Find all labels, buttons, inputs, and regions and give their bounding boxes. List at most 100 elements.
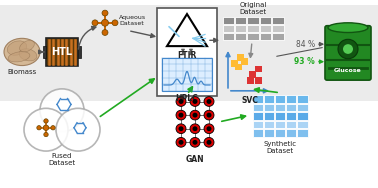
Circle shape — [56, 108, 100, 151]
FancyBboxPatch shape — [157, 8, 217, 96]
Bar — [253, 121, 263, 128]
Bar — [264, 121, 274, 128]
Bar — [297, 129, 307, 137]
Circle shape — [43, 125, 49, 130]
Circle shape — [192, 113, 197, 118]
Text: FTIR: FTIR — [177, 51, 197, 60]
Bar — [78, 46, 81, 58]
Circle shape — [102, 10, 108, 16]
Circle shape — [338, 39, 358, 59]
Circle shape — [176, 110, 186, 120]
Bar — [286, 104, 296, 111]
Bar — [237, 54, 244, 61]
Bar — [286, 112, 296, 120]
Ellipse shape — [8, 52, 30, 62]
Bar — [264, 112, 274, 120]
Bar — [275, 129, 285, 137]
Bar — [275, 112, 285, 120]
Bar — [264, 95, 274, 103]
Text: Aqueous
Dataset: Aqueous Dataset — [119, 15, 146, 26]
FancyBboxPatch shape — [0, 5, 378, 101]
Bar — [272, 33, 284, 40]
Circle shape — [178, 113, 183, 118]
Bar — [297, 121, 307, 128]
Bar — [255, 66, 262, 72]
Circle shape — [178, 140, 183, 145]
Bar — [264, 104, 274, 111]
Bar — [286, 95, 296, 103]
Bar — [264, 129, 274, 137]
Text: Biomass: Biomass — [8, 69, 37, 75]
Circle shape — [192, 140, 197, 145]
Circle shape — [190, 110, 200, 120]
Circle shape — [190, 97, 200, 106]
Bar — [253, 104, 263, 111]
Bar — [286, 121, 296, 128]
Bar — [297, 112, 307, 120]
Circle shape — [206, 140, 212, 145]
Ellipse shape — [19, 49, 37, 61]
Polygon shape — [167, 14, 207, 46]
Bar — [260, 33, 271, 40]
Bar — [247, 17, 259, 24]
Circle shape — [343, 44, 353, 54]
Bar — [253, 112, 263, 120]
Text: 93 %: 93 % — [294, 57, 315, 66]
Bar — [235, 25, 246, 32]
Bar — [247, 25, 259, 32]
Circle shape — [192, 99, 197, 104]
Text: Synthetic
Dataset: Synthetic Dataset — [263, 141, 297, 154]
Circle shape — [40, 89, 84, 132]
FancyBboxPatch shape — [325, 26, 371, 80]
Circle shape — [176, 97, 186, 106]
Bar — [223, 17, 234, 24]
Circle shape — [102, 19, 108, 26]
Circle shape — [206, 99, 212, 104]
Text: 84 %: 84 % — [296, 40, 315, 49]
Bar — [43, 46, 46, 58]
Bar — [272, 17, 284, 24]
Bar — [235, 64, 242, 70]
Circle shape — [92, 20, 98, 26]
Circle shape — [192, 126, 197, 131]
Bar — [162, 58, 212, 91]
Bar — [275, 104, 285, 111]
Bar — [272, 25, 284, 32]
Text: HTL: HTL — [51, 47, 73, 57]
Bar — [247, 77, 254, 84]
Bar — [247, 33, 259, 40]
Bar — [235, 33, 246, 40]
Text: SVC: SVC — [242, 96, 259, 105]
Bar — [297, 104, 307, 111]
Circle shape — [176, 124, 186, 134]
Text: Original
Dataset: Original Dataset — [239, 2, 267, 15]
Bar — [235, 17, 246, 24]
Circle shape — [190, 137, 200, 147]
Bar — [231, 60, 238, 67]
Circle shape — [51, 126, 55, 130]
Circle shape — [44, 119, 48, 123]
Bar — [275, 121, 285, 128]
Bar — [223, 25, 234, 32]
Circle shape — [190, 124, 200, 134]
Circle shape — [204, 110, 214, 120]
Circle shape — [44, 132, 48, 137]
Circle shape — [204, 97, 214, 106]
Bar — [249, 71, 256, 78]
Circle shape — [178, 99, 183, 104]
Circle shape — [206, 113, 212, 118]
Ellipse shape — [20, 40, 34, 52]
Circle shape — [204, 137, 214, 147]
Bar — [253, 129, 263, 137]
Circle shape — [178, 126, 183, 131]
Circle shape — [24, 108, 68, 151]
Ellipse shape — [328, 23, 368, 33]
Bar — [260, 25, 271, 32]
Circle shape — [204, 124, 214, 134]
Circle shape — [206, 126, 212, 131]
Ellipse shape — [7, 41, 27, 55]
Bar — [223, 33, 234, 40]
Bar — [260, 17, 271, 24]
Bar — [286, 129, 296, 137]
Bar — [46, 38, 78, 66]
